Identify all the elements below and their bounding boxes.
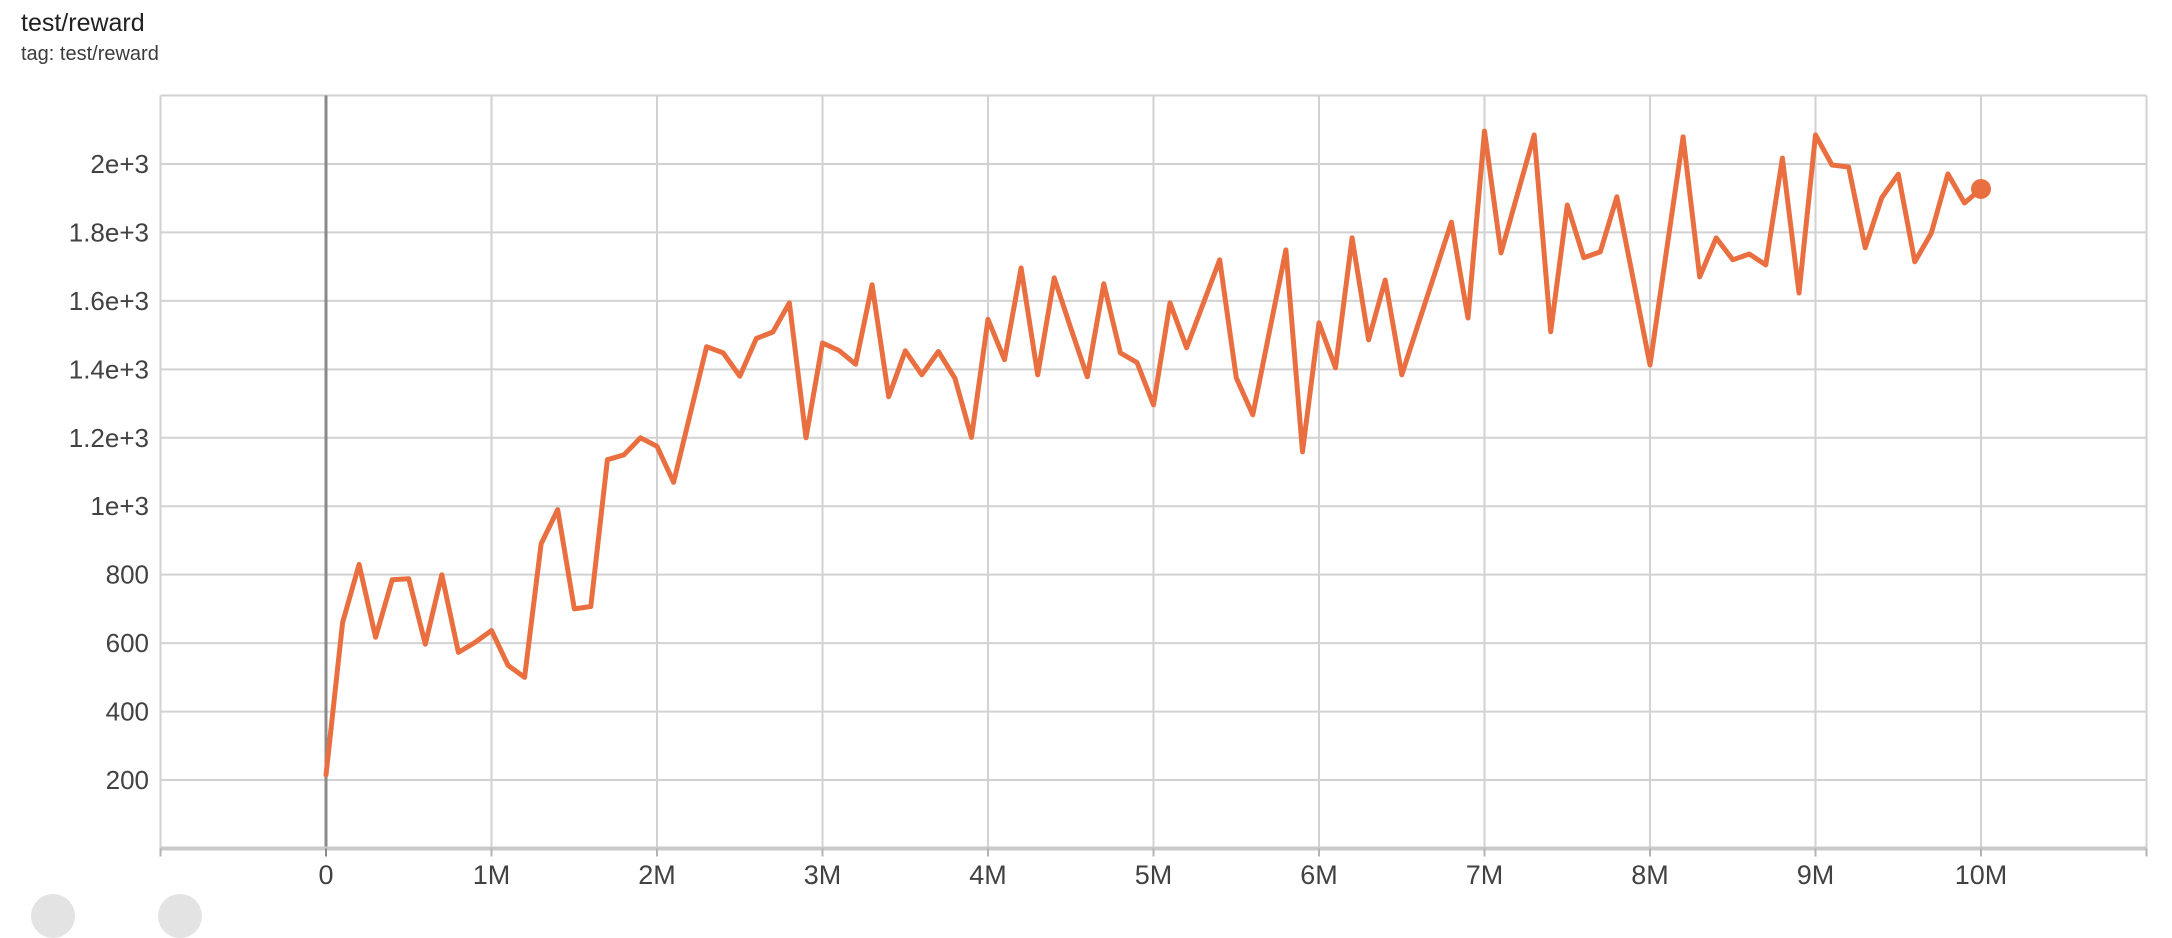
x-tick-label: 8M: [1631, 860, 1669, 890]
x-tick-label: 0: [318, 860, 333, 890]
chart-tag-subtitle: tag: test/reward: [21, 43, 159, 65]
x-tick-label: 6M: [1300, 860, 1338, 890]
y-tick-label: 400: [106, 697, 149, 727]
y-tick-label: 1e+3: [90, 491, 149, 521]
x-tick-label: 4M: [969, 860, 1007, 890]
reward-series-line: [323, 128, 1984, 778]
y-tick-label: 1.8e+3: [69, 217, 149, 247]
y-tick-label: 1.6e+3: [69, 286, 149, 316]
y-tick-label: 2e+3: [90, 149, 149, 179]
x-tick-label: 3M: [804, 860, 842, 890]
chart-title: test/reward: [21, 9, 145, 37]
x-tick-label: 9M: [1797, 860, 1835, 890]
x-tick-label: 7M: [1466, 860, 1504, 890]
card-action-button-left[interactable]: [31, 894, 75, 938]
x-tick-label: 1M: [473, 860, 511, 890]
y-tick-label: 200: [106, 765, 149, 795]
final-point-marker: [1971, 178, 1991, 199]
reward-line-chart[interactable]: 0 1M 2M 3M 4M 5M 6M 7M 8M 9M 10M 200 400 600 800 1e+3 1.…: [0, 0, 2172, 902]
x-tick-label: 2M: [638, 860, 676, 890]
y-tick-label: 1.4e+3: [69, 354, 149, 384]
x-tick-label: 5M: [1135, 860, 1173, 890]
y-tick-label: 1.2e+3: [69, 423, 149, 453]
card-action-button-right[interactable]: [158, 894, 202, 938]
y-tick-label: 600: [106, 628, 149, 658]
x-tick-label: 10M: [1955, 860, 2008, 890]
y-tick-label: 800: [106, 560, 149, 590]
